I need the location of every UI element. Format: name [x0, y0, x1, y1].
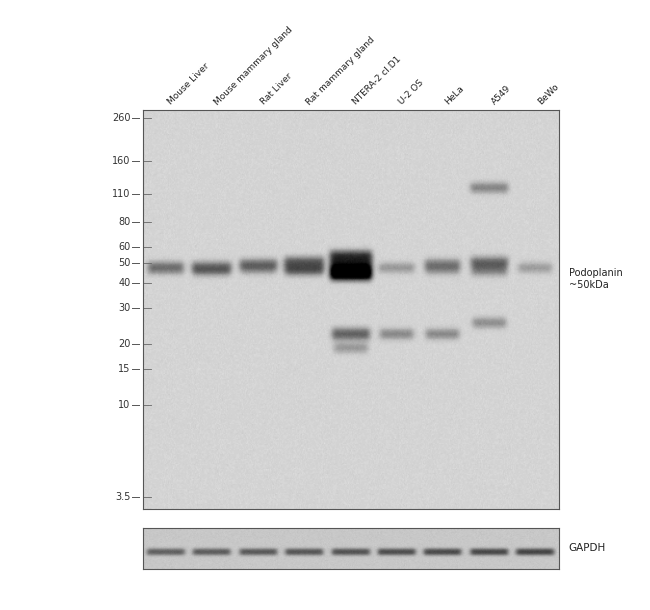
Text: 3.5: 3.5 — [115, 492, 130, 503]
Text: 20: 20 — [118, 339, 130, 349]
Text: Mouse Liver: Mouse Liver — [166, 62, 211, 107]
Text: 260: 260 — [112, 113, 130, 123]
Text: BeWo: BeWo — [536, 82, 560, 107]
Text: NTERA-2 cl.D1: NTERA-2 cl.D1 — [351, 55, 403, 107]
Text: U-2 OS: U-2 OS — [397, 79, 426, 107]
Text: 40: 40 — [118, 278, 130, 288]
Text: 30: 30 — [118, 303, 130, 313]
Text: 110: 110 — [112, 188, 130, 199]
Text: Rat mammary gland: Rat mammary gland — [305, 35, 376, 107]
Text: Podoplanin
~50kDa: Podoplanin ~50kDa — [569, 268, 623, 290]
Text: 50: 50 — [118, 258, 130, 268]
Text: 10: 10 — [118, 400, 130, 410]
Text: 80: 80 — [118, 217, 130, 227]
Text: Rat Liver: Rat Liver — [259, 72, 293, 107]
Text: HeLa: HeLa — [443, 84, 466, 107]
Text: A549: A549 — [489, 84, 512, 107]
Text: GAPDH: GAPDH — [569, 543, 606, 553]
Text: 160: 160 — [112, 156, 130, 165]
Text: 15: 15 — [118, 364, 130, 374]
Text: 60: 60 — [118, 242, 130, 252]
Text: Mouse mammary gland: Mouse mammary gland — [213, 25, 294, 107]
